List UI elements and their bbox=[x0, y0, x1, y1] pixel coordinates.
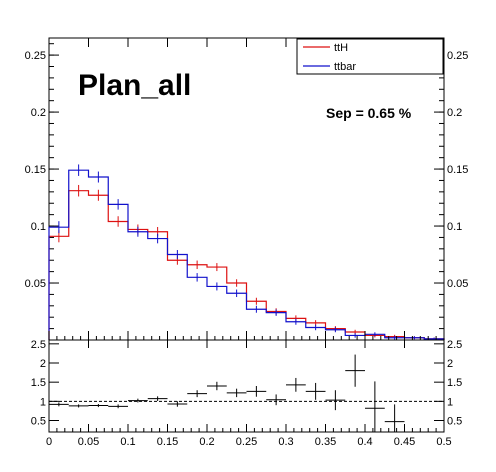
chart-title: Plan_all bbox=[78, 69, 191, 102]
histogram-ttH bbox=[48, 190, 445, 340]
legend-label-tth: ttH bbox=[334, 42, 348, 54]
ratio-y-tick-label-right: 2 bbox=[447, 358, 453, 370]
ratio-x-tick-label: 0.3 bbox=[278, 436, 293, 448]
ratio-y-tick-label: 1.5 bbox=[31, 377, 46, 389]
main-y-tick-label: 0.05 bbox=[25, 278, 46, 290]
legend: ttH ttbar bbox=[296, 38, 444, 75]
ratio-x-tick-label: 0.15 bbox=[157, 436, 178, 448]
ratio-x-tick-label: 0.5 bbox=[436, 436, 451, 448]
main-y-tick-label: 0.1 bbox=[31, 221, 46, 233]
main-y-tick-label-right: 0.05 bbox=[447, 278, 468, 290]
main-y-tick-label-right: 0.1 bbox=[447, 221, 462, 233]
ratio-y-tick-label: 1 bbox=[40, 396, 46, 408]
ratio-x-tick-label: 0.4 bbox=[357, 436, 372, 448]
ratio-y-tick-label: 2 bbox=[40, 358, 46, 370]
ratio-frame bbox=[48, 339, 445, 433]
main-y-tick-label-right: 0.2 bbox=[447, 107, 462, 119]
ratio-y-tick-label-right: 1 bbox=[447, 396, 453, 408]
ratio-pad: 0 0.05 0.1 0.15 0.2 0.25 0.3 0.35 0.4 0.45 0.5 0.5 0… bbox=[31, 339, 463, 448]
separation-annotation: Sep = 0.65 % bbox=[326, 105, 412, 121]
main-y-tick-label-right: 0.25 bbox=[447, 50, 468, 62]
ratio-y-tick-label-right: 0.5 bbox=[447, 416, 462, 428]
ratio-x-tick-label: 0.45 bbox=[394, 436, 415, 448]
main-y-tick-label: 0.2 bbox=[31, 107, 46, 119]
histogram-ttbar bbox=[48, 169, 445, 340]
main-y-tick-label-right: 0.15 bbox=[447, 164, 468, 176]
legend-box bbox=[296, 38, 444, 75]
ratio-x-tick-label: 0.05 bbox=[78, 436, 99, 448]
ratio-x-tick-label: 0.1 bbox=[120, 436, 135, 448]
main-y-tick-label: 0.15 bbox=[25, 164, 46, 176]
ratio-y-tick-label-right: 1.5 bbox=[447, 377, 462, 389]
ratio-y-tick-label-right: 2.5 bbox=[447, 339, 462, 351]
ratio-x-tick-label: 0.2 bbox=[199, 436, 214, 448]
ratio-x-tick-label: 0 bbox=[46, 436, 52, 448]
main-y-tick-label: 0.25 bbox=[25, 50, 46, 62]
ratio-y-tick-label: 0.5 bbox=[31, 416, 46, 428]
ratio-x-tick-label: 0.35 bbox=[315, 436, 336, 448]
ratio-y-tick-label: 2.5 bbox=[31, 339, 46, 351]
ratio-x-tick-label: 0.25 bbox=[236, 436, 257, 448]
legend-label-ttbar: ttbar bbox=[334, 61, 356, 73]
